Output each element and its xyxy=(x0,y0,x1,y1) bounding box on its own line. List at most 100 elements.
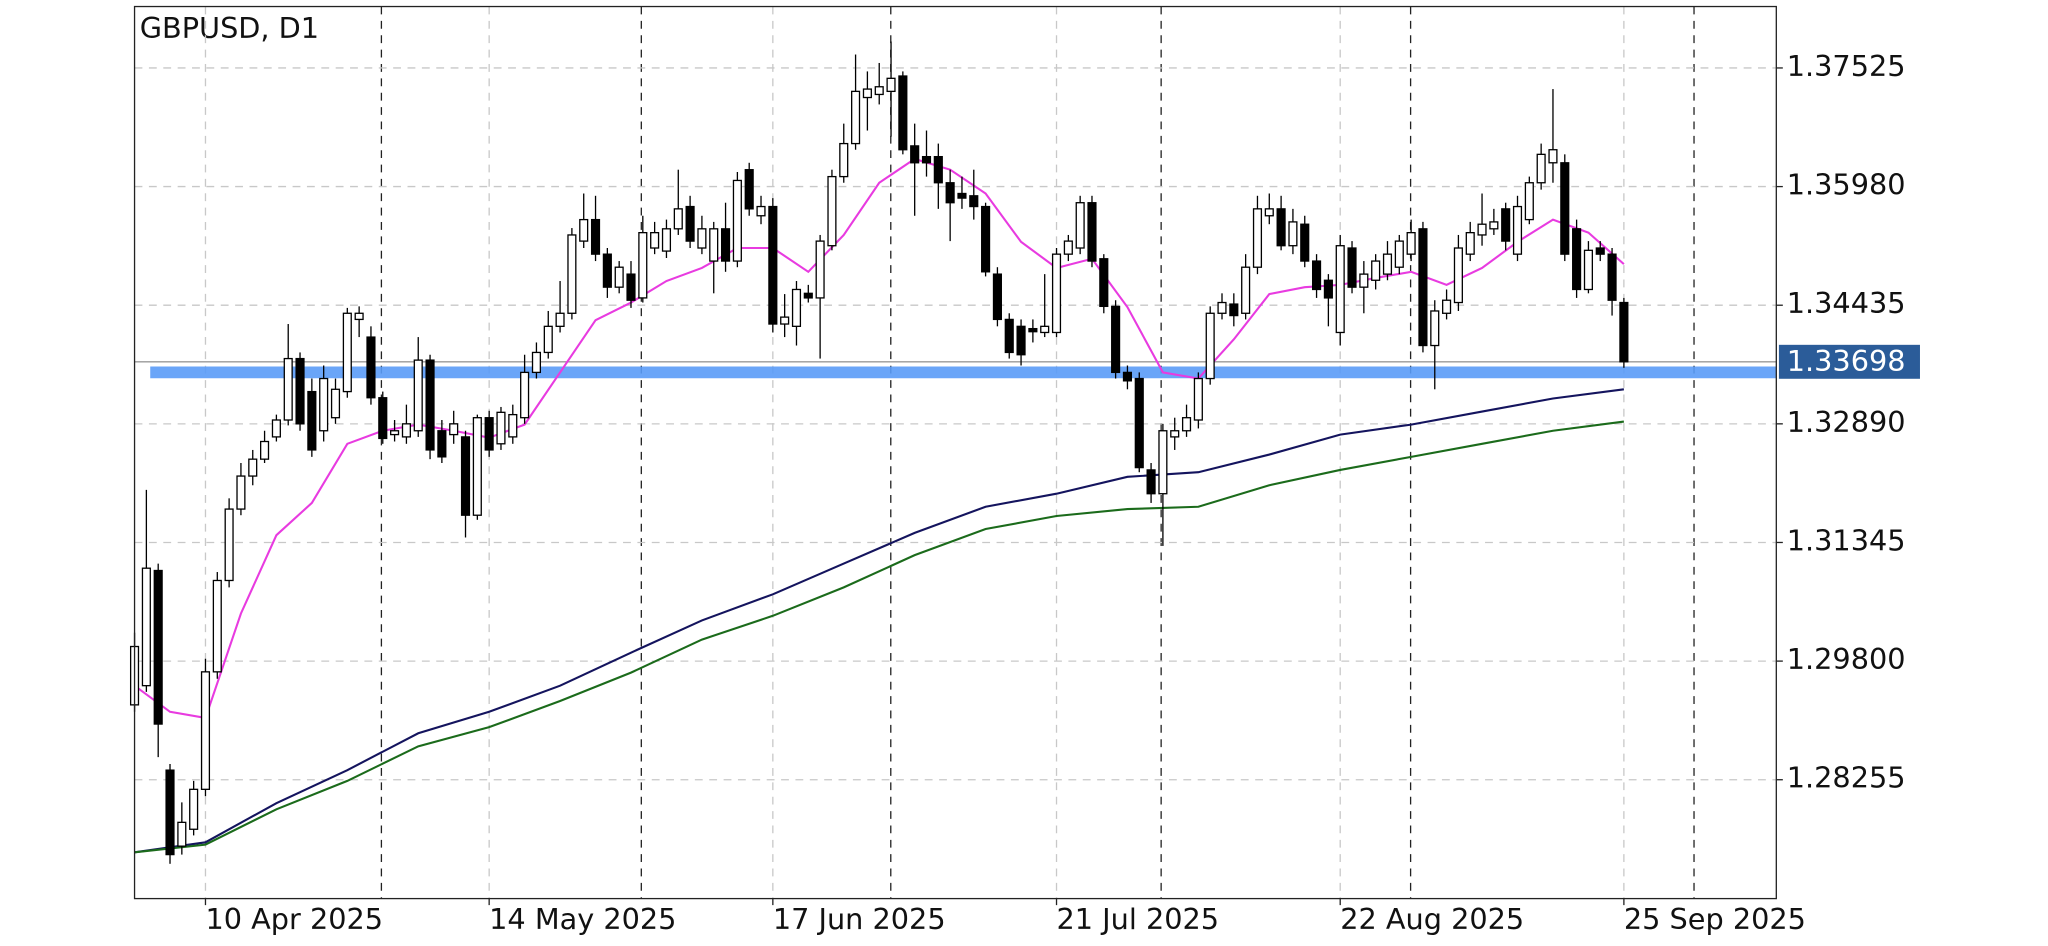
candle-body xyxy=(1335,245,1345,334)
y-tick-label: 1.29800 xyxy=(1787,642,1906,676)
candle-body xyxy=(165,769,175,856)
candle-body xyxy=(1489,221,1499,230)
candle-body xyxy=(1607,253,1617,301)
candle-body xyxy=(992,273,1002,321)
candle-body xyxy=(1524,182,1534,221)
candle-body xyxy=(283,357,293,421)
y-tick-label: 1.28255 xyxy=(1787,761,1906,795)
candle-body xyxy=(189,788,199,830)
candle-body xyxy=(744,169,754,210)
price-tag xyxy=(1778,344,1920,379)
candle-body xyxy=(1028,327,1038,333)
candle-body xyxy=(1063,240,1073,255)
candle-body xyxy=(1004,318,1014,354)
candle-body xyxy=(732,179,742,262)
candle-body xyxy=(1075,202,1085,249)
candle-body xyxy=(756,205,766,217)
candle-body xyxy=(460,436,471,516)
candle-body xyxy=(1170,430,1180,438)
candle-body xyxy=(567,234,577,314)
candle-body xyxy=(1512,205,1523,255)
candle-body xyxy=(851,90,861,145)
candle-body xyxy=(342,312,352,393)
candle-body xyxy=(141,567,151,687)
candle-body xyxy=(1394,240,1404,268)
candle-body xyxy=(153,569,163,725)
candle-body xyxy=(1536,153,1546,184)
candle-body xyxy=(803,292,813,299)
candle-body xyxy=(1122,371,1133,382)
candle-body xyxy=(1181,417,1192,432)
candle-body xyxy=(957,192,967,199)
candle-body xyxy=(874,86,884,96)
candle-body xyxy=(933,155,943,184)
candle-body xyxy=(661,228,672,252)
candle-body xyxy=(1583,249,1593,291)
candle-body xyxy=(579,218,589,242)
candle-body xyxy=(1465,232,1475,255)
candle-body xyxy=(319,377,329,432)
candle-body xyxy=(1264,208,1274,217)
candle-body xyxy=(1347,247,1357,288)
candle-body xyxy=(1276,208,1286,247)
candle-body xyxy=(862,88,872,99)
candle-body xyxy=(496,411,506,445)
candle-body xyxy=(709,228,719,262)
candle-body xyxy=(378,397,388,440)
candle-body xyxy=(697,228,707,249)
x-tick-label: 10 Apr 2025 xyxy=(205,902,383,936)
candle-body xyxy=(1501,208,1511,242)
candle-body xyxy=(1595,247,1605,255)
candle-body xyxy=(1453,247,1463,304)
candle-body xyxy=(1252,208,1263,268)
candle-body xyxy=(1311,260,1322,291)
y-tick-label: 1.34435 xyxy=(1787,286,1906,320)
candle-body xyxy=(555,312,565,327)
candle-body xyxy=(1382,253,1393,275)
candle-body xyxy=(449,423,459,436)
candle-body xyxy=(981,205,991,273)
candle-body xyxy=(1146,469,1156,495)
x-tick-label: 17 Jun 2025 xyxy=(773,902,946,936)
candle-body xyxy=(1217,301,1227,314)
candle-body xyxy=(1193,377,1203,421)
candle-body xyxy=(1087,202,1097,262)
candle-body xyxy=(768,205,778,325)
candle-body xyxy=(1099,258,1109,308)
candle-body xyxy=(910,145,920,164)
candle-body xyxy=(531,351,542,374)
candle-body xyxy=(685,205,695,242)
candle-body xyxy=(520,371,530,419)
candle-body xyxy=(638,232,648,299)
x-tick-label: 25 Sep 2025 xyxy=(1624,902,1806,936)
candle-body xyxy=(236,475,246,510)
candle-body xyxy=(1430,310,1440,347)
moving-average xyxy=(134,388,1625,854)
candle-body xyxy=(472,417,482,516)
candle-body xyxy=(366,336,376,399)
candle-body xyxy=(780,316,790,325)
candle-body xyxy=(791,288,802,327)
candle-body xyxy=(508,413,518,438)
candle-body xyxy=(307,390,317,451)
candle-body xyxy=(212,579,222,673)
candle-body xyxy=(921,155,932,164)
y-tick-label: 1.37525 xyxy=(1787,49,1906,83)
candle-body xyxy=(390,430,400,436)
candle-body xyxy=(1442,299,1452,314)
candle-body xyxy=(602,253,612,288)
candle-body xyxy=(1477,223,1487,236)
candle-body xyxy=(1548,149,1558,164)
candle-body xyxy=(969,195,979,208)
candle-body xyxy=(1619,301,1629,363)
candle-body xyxy=(626,273,636,301)
candle-body xyxy=(898,75,908,151)
candle-body xyxy=(1288,221,1298,247)
candle-body xyxy=(1418,228,1428,347)
candle-body xyxy=(413,359,423,432)
candle-body xyxy=(401,423,411,438)
candle-body xyxy=(1560,162,1570,255)
candle-body xyxy=(1229,303,1239,317)
